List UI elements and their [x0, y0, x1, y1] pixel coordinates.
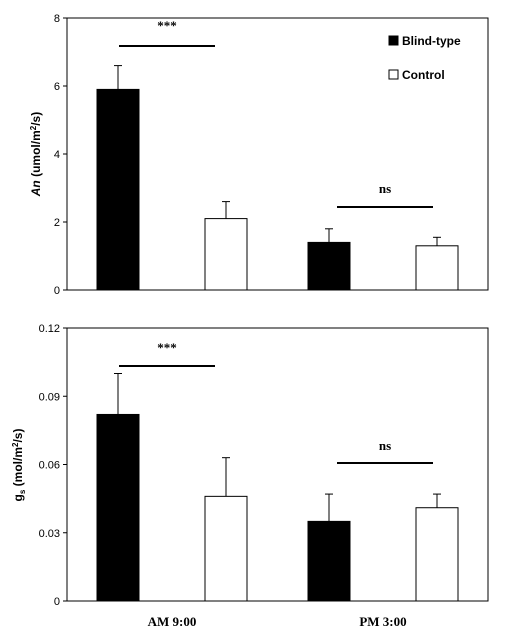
an-y-tick-label: 4 [54, 149, 60, 161]
gs-bar [204, 495, 248, 602]
legend-swatch-control [388, 69, 399, 80]
gs-y-tick-label: 0.03 [39, 528, 60, 540]
gs-bars [96, 373, 459, 602]
gs-y-tick-label: 0.12 [39, 323, 60, 335]
an-bar [415, 245, 459, 291]
an-y-tick-label: 2 [54, 217, 60, 229]
legend-label-control: Control [402, 68, 445, 82]
an-significance: *** ns [119, 18, 433, 208]
gs-significance: *** ns [119, 340, 433, 464]
an-significance-label: *** [157, 18, 177, 33]
an-y-tick-label: 6 [54, 81, 60, 93]
x-axis-categories: AM 9:00 PM 3:00 [148, 614, 407, 629]
gs-bar [415, 507, 459, 602]
an-y-ticks: 0 2 4 6 8 [54, 13, 67, 297]
an-bars [96, 65, 459, 291]
gs-bar [307, 520, 351, 602]
gs-y-axis-label: gs (mol/m2/s) [11, 429, 27, 502]
gs-bar [96, 413, 140, 602]
an-bar [96, 88, 140, 291]
legend-swatch-blind-type [388, 35, 399, 46]
an-y-tick-label: 0 [54, 285, 60, 297]
legend: Blind-type Control [388, 34, 461, 82]
an-y-axis-label: An (umol/m2/s) [29, 112, 43, 197]
gs-y-tick-label: 0.06 [39, 460, 60, 472]
gs-y-ticks: 0 0.03 0.06 0.09 0.12 [39, 323, 67, 608]
an-bar [307, 241, 351, 291]
x-axis-category-label: PM 3:00 [359, 614, 406, 629]
gs-chart-panel: 0 0.03 0.06 0.09 0.12 *** ns gs (mol/m2/s) AM… [11, 323, 489, 629]
an-significance-label: ns [379, 181, 391, 196]
an-bar [204, 218, 248, 291]
gs-y-tick-label: 0.09 [39, 391, 60, 403]
legend-label-blind-type: Blind-type [402, 34, 461, 48]
x-axis-category-label: AM 9:00 [148, 614, 197, 629]
gs-significance-label: *** [157, 340, 177, 355]
gs-y-tick-label: 0 [54, 596, 60, 608]
gs-significance-label: ns [379, 438, 391, 453]
an-y-tick-label: 8 [54, 13, 60, 25]
an-chart-panel: 0 2 4 6 8 *** ns An (umol/m2/s) Blind-type Co… [29, 13, 489, 297]
